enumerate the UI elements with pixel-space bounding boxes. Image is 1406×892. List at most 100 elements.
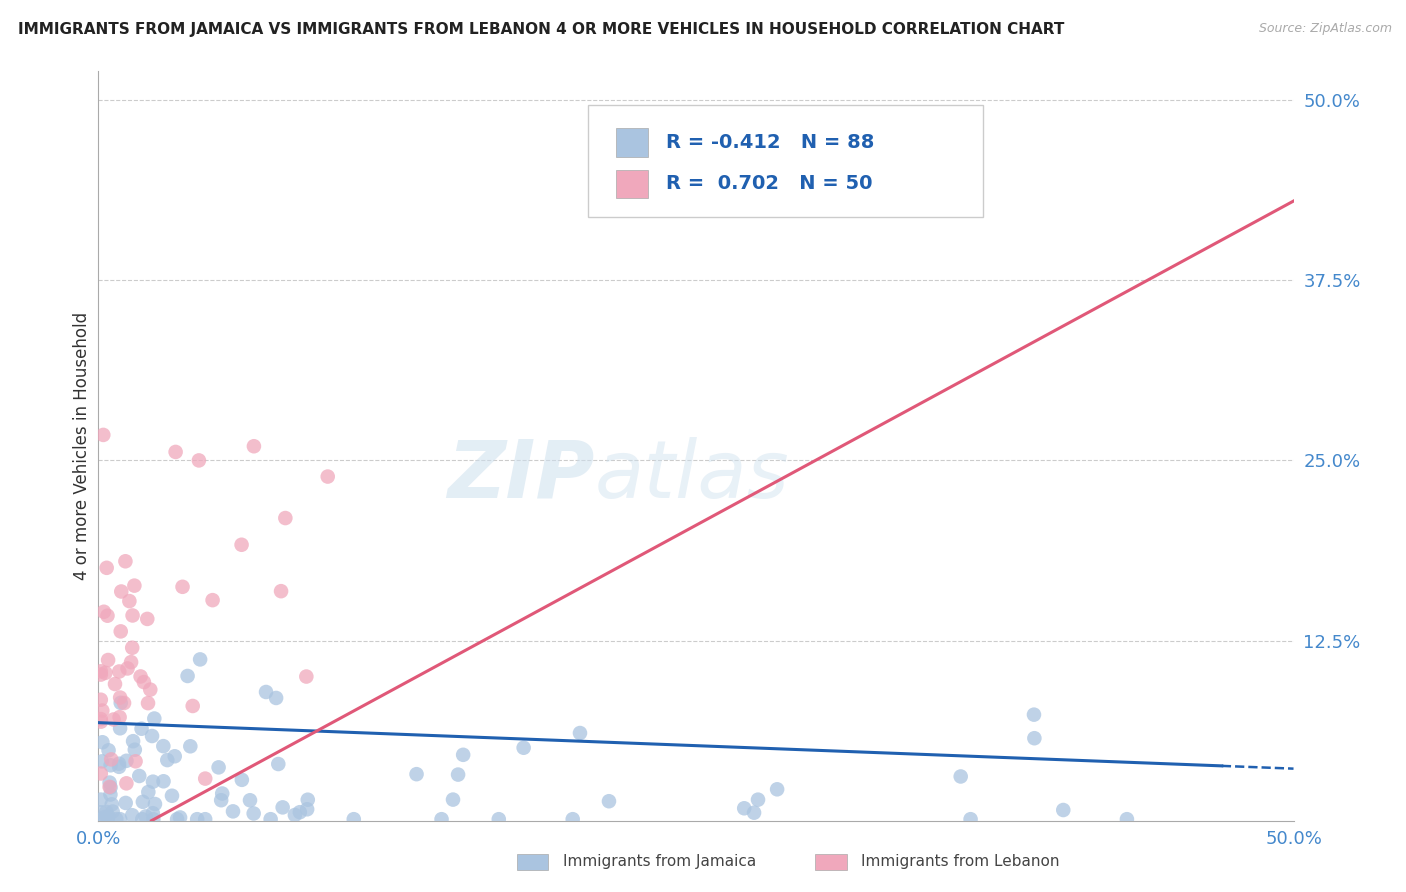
Point <box>201 593 224 607</box>
Point <box>108 710 131 724</box>
Point <box>97 743 120 757</box>
Point <box>100 788 122 802</box>
Point <box>114 796 136 810</box>
Point <box>122 734 145 748</box>
Point <box>118 594 141 608</box>
Point <box>721 129 744 144</box>
Point <box>430 812 453 826</box>
Point <box>733 801 755 815</box>
Point <box>295 802 318 816</box>
Point <box>120 655 142 669</box>
FancyBboxPatch shape <box>815 854 846 870</box>
Point <box>142 806 165 821</box>
Point <box>90 665 112 679</box>
Point <box>141 729 163 743</box>
Point <box>108 721 131 735</box>
Point <box>316 469 339 483</box>
Point <box>270 584 292 599</box>
Point <box>512 740 534 755</box>
Point <box>561 812 583 826</box>
Point <box>143 712 166 726</box>
Y-axis label: 4 or more Vehicles in Household: 4 or more Vehicles in Household <box>73 312 91 580</box>
Text: Immigrants from Jamaica: Immigrants from Jamaica <box>562 855 756 870</box>
Point <box>231 538 253 552</box>
Point <box>405 767 427 781</box>
Point <box>100 752 122 766</box>
Point <box>100 780 122 795</box>
Point <box>169 810 191 824</box>
Point <box>115 754 138 768</box>
Point <box>104 677 127 691</box>
Point <box>97 809 120 823</box>
Point <box>742 805 765 820</box>
Point <box>166 812 188 826</box>
Point <box>96 608 118 623</box>
FancyBboxPatch shape <box>589 105 983 218</box>
Point <box>165 445 187 459</box>
Point <box>142 812 165 826</box>
Point <box>96 805 118 819</box>
Point <box>114 554 136 568</box>
Point <box>949 769 972 783</box>
Point <box>91 428 114 442</box>
Point <box>132 675 155 690</box>
Point <box>207 760 229 774</box>
Point <box>108 760 131 774</box>
Point <box>103 713 125 727</box>
Point <box>98 780 121 794</box>
Point <box>172 580 194 594</box>
Text: R = -0.412   N = 88: R = -0.412 N = 88 <box>665 133 875 152</box>
Point <box>90 812 112 826</box>
FancyBboxPatch shape <box>616 128 648 157</box>
Point <box>152 774 174 789</box>
Point <box>132 795 155 809</box>
Point <box>108 756 131 771</box>
Point <box>211 787 233 801</box>
Point <box>188 652 211 666</box>
Point <box>108 690 131 705</box>
Point <box>90 712 112 726</box>
Point <box>747 792 769 806</box>
Point <box>91 704 114 718</box>
Point <box>959 812 981 826</box>
Point <box>117 661 139 675</box>
Text: ZIP: ZIP <box>447 437 595 515</box>
Point <box>242 806 264 821</box>
Point <box>284 808 307 822</box>
Text: atlas: atlas <box>595 437 789 515</box>
Point <box>96 561 118 575</box>
Point <box>441 792 464 806</box>
Point <box>129 669 152 683</box>
Point <box>222 805 245 819</box>
Point <box>181 698 204 713</box>
Point <box>447 767 470 781</box>
Point <box>1024 731 1046 746</box>
Point <box>90 805 112 820</box>
Point <box>209 793 232 807</box>
Point <box>135 809 157 823</box>
Text: R =  0.702   N = 50: R = 0.702 N = 50 <box>665 174 872 194</box>
Point <box>451 747 474 762</box>
Point <box>121 608 143 623</box>
Point <box>139 682 162 697</box>
Point <box>1022 707 1045 722</box>
Point <box>1052 803 1074 817</box>
Point <box>100 758 122 772</box>
Point <box>160 789 183 803</box>
Point <box>112 696 135 710</box>
Point <box>152 739 174 753</box>
Point <box>274 511 297 525</box>
Text: IMMIGRANTS FROM JAMAICA VS IMMIGRANTS FROM LEBANON 4 OR MORE VEHICLES IN HOUSEHO: IMMIGRANTS FROM JAMAICA VS IMMIGRANTS FR… <box>18 22 1064 37</box>
Point <box>101 805 124 819</box>
Point <box>124 579 146 593</box>
Point <box>187 453 209 467</box>
Point <box>124 742 146 756</box>
Point <box>142 774 165 789</box>
Point <box>90 792 112 806</box>
Point <box>231 772 253 787</box>
Point <box>136 612 159 626</box>
Point <box>90 667 112 681</box>
Point <box>93 810 115 824</box>
Point <box>97 653 120 667</box>
Point <box>186 812 208 826</box>
